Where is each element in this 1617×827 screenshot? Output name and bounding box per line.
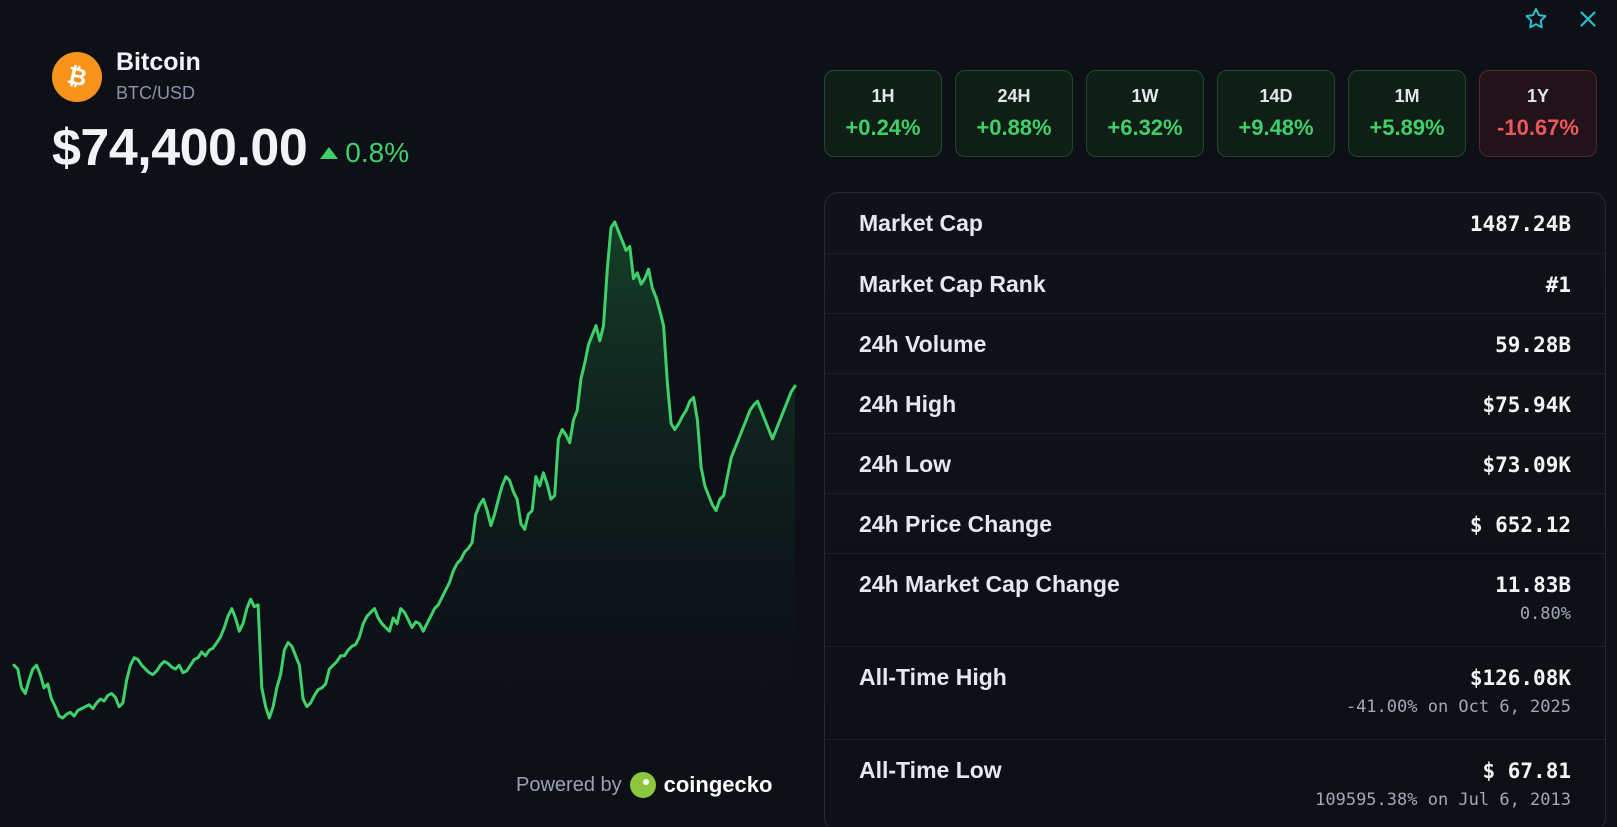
powered-by-text: Powered by	[516, 773, 622, 796]
stat-label: Market Cap Rank	[859, 271, 1046, 297]
price-change-value: 0.8%	[345, 137, 410, 168]
price-change: 0.8%	[319, 137, 409, 169]
stat-label: 24h Market Cap Change	[859, 571, 1120, 597]
price-chart	[0, 190, 810, 760]
chart-series-line	[12, 220, 797, 720]
stat-label: Market Cap	[859, 210, 983, 236]
period-value: +9.48%	[1238, 115, 1314, 140]
triangle-up-icon	[320, 147, 339, 159]
market-stats-panel: Market Cap 1487.24B Market Cap Rank #1 2…	[824, 192, 1606, 827]
period-value: +0.24%	[845, 115, 921, 140]
stat-24h-low: 24h Low $73.09K	[825, 434, 1605, 494]
stat-label: 24h Volume	[859, 331, 987, 357]
coin-header: ₿ Bitcoin BTC/USD	[52, 50, 201, 104]
star-icon	[1525, 8, 1547, 29]
powered-by[interactable]: Powered by coingecko	[516, 772, 772, 798]
period-label: 1H	[871, 86, 895, 106]
stat-market-cap-rank: Market Cap Rank #1	[825, 254, 1605, 314]
stat-24h-price-change: 24h Price Change $ 652.12	[825, 494, 1605, 554]
top-actions	[1521, 4, 1603, 34]
period-1y[interactable]: 1Y -10.67%	[1479, 70, 1597, 157]
stat-value: $ 652.12	[1469, 512, 1571, 537]
coin-pair: BTC/USD	[116, 83, 196, 103]
favorite-star-button[interactable]	[1521, 4, 1551, 34]
stat-value: 59.28B	[1495, 332, 1571, 357]
price-row: $74,400.00 0.8%	[52, 118, 409, 178]
stat-value: $126.08K	[1469, 665, 1571, 690]
stat-market-cap: Market Cap 1487.24B	[825, 193, 1605, 254]
period-label: 14D	[1259, 86, 1293, 106]
stat-value: 1487.24B	[1469, 211, 1571, 236]
stat-24h-high: 24h High $75.94K	[825, 374, 1605, 434]
period-label: 24H	[997, 86, 1031, 106]
stat-value: $73.09K	[1482, 452, 1571, 477]
period-1w[interactable]: 1W +6.32%	[1086, 70, 1204, 157]
period-value: -10.67%	[1497, 115, 1579, 140]
bitcoin-logo-icon: ₿	[52, 52, 102, 102]
period-label: 1M	[1394, 86, 1420, 106]
stat-24h-market-cap-change: 24h Market Cap Change 11.83B 0.80%	[825, 554, 1605, 647]
price-chart-svg	[12, 220, 797, 760]
coin-title-block: Bitcoin BTC/USD	[116, 50, 201, 104]
stat-value: 11.83B	[1495, 572, 1571, 597]
close-button[interactable]	[1573, 4, 1603, 34]
period-14d[interactable]: 14D +9.48%	[1217, 70, 1335, 157]
stat-subvalue: -41.00% on Oct 6, 2025	[1345, 697, 1571, 717]
period-changes: 1H +0.24% 24H +0.88% 1W +6.32% 14D +9.48…	[824, 70, 1597, 157]
current-price: $74,400.00	[52, 119, 308, 177]
stat-label: 24h Price Change	[859, 511, 1053, 537]
stat-24h-volume: 24h Volume 59.28B	[825, 314, 1605, 374]
stat-label: All-Time Low	[859, 757, 1002, 783]
stat-value: $ 67.81	[1482, 758, 1571, 783]
stat-label: All-Time High	[859, 664, 1007, 690]
stat-label: 24h High	[859, 391, 957, 417]
stat-subvalue: 0.80%	[1519, 604, 1571, 624]
period-value: +0.88%	[976, 115, 1052, 140]
stat-value: #1	[1545, 272, 1571, 297]
period-1m[interactable]: 1M +5.89%	[1348, 70, 1466, 157]
stat-subvalue: 109595.38% on Jul 6, 2013	[1315, 790, 1571, 810]
svg-text:₿: ₿	[65, 62, 90, 92]
stat-all-time-high: All-Time High $126.08K -41.00% on Oct 6,…	[825, 647, 1605, 740]
close-icon	[1580, 11, 1596, 27]
period-24h[interactable]: 24H +0.88%	[955, 70, 1073, 157]
coin-name: Bitcoin	[116, 48, 201, 76]
period-value: +6.32%	[1107, 115, 1183, 140]
coingecko-brand: coingecko	[663, 772, 773, 797]
period-label: 1Y	[1526, 86, 1550, 106]
stat-value: $75.94K	[1482, 392, 1571, 417]
stat-label: 24h Low	[859, 451, 952, 477]
period-1h[interactable]: 1H +0.24%	[824, 70, 942, 157]
coingecko-logo-icon	[629, 772, 656, 798]
period-label: 1W	[1131, 86, 1159, 106]
stat-all-time-low: All-Time Low $ 67.81 109595.38% on Jul 6…	[825, 740, 1605, 827]
period-value: +5.89%	[1369, 115, 1445, 140]
chart-area-fill	[14, 222, 795, 760]
